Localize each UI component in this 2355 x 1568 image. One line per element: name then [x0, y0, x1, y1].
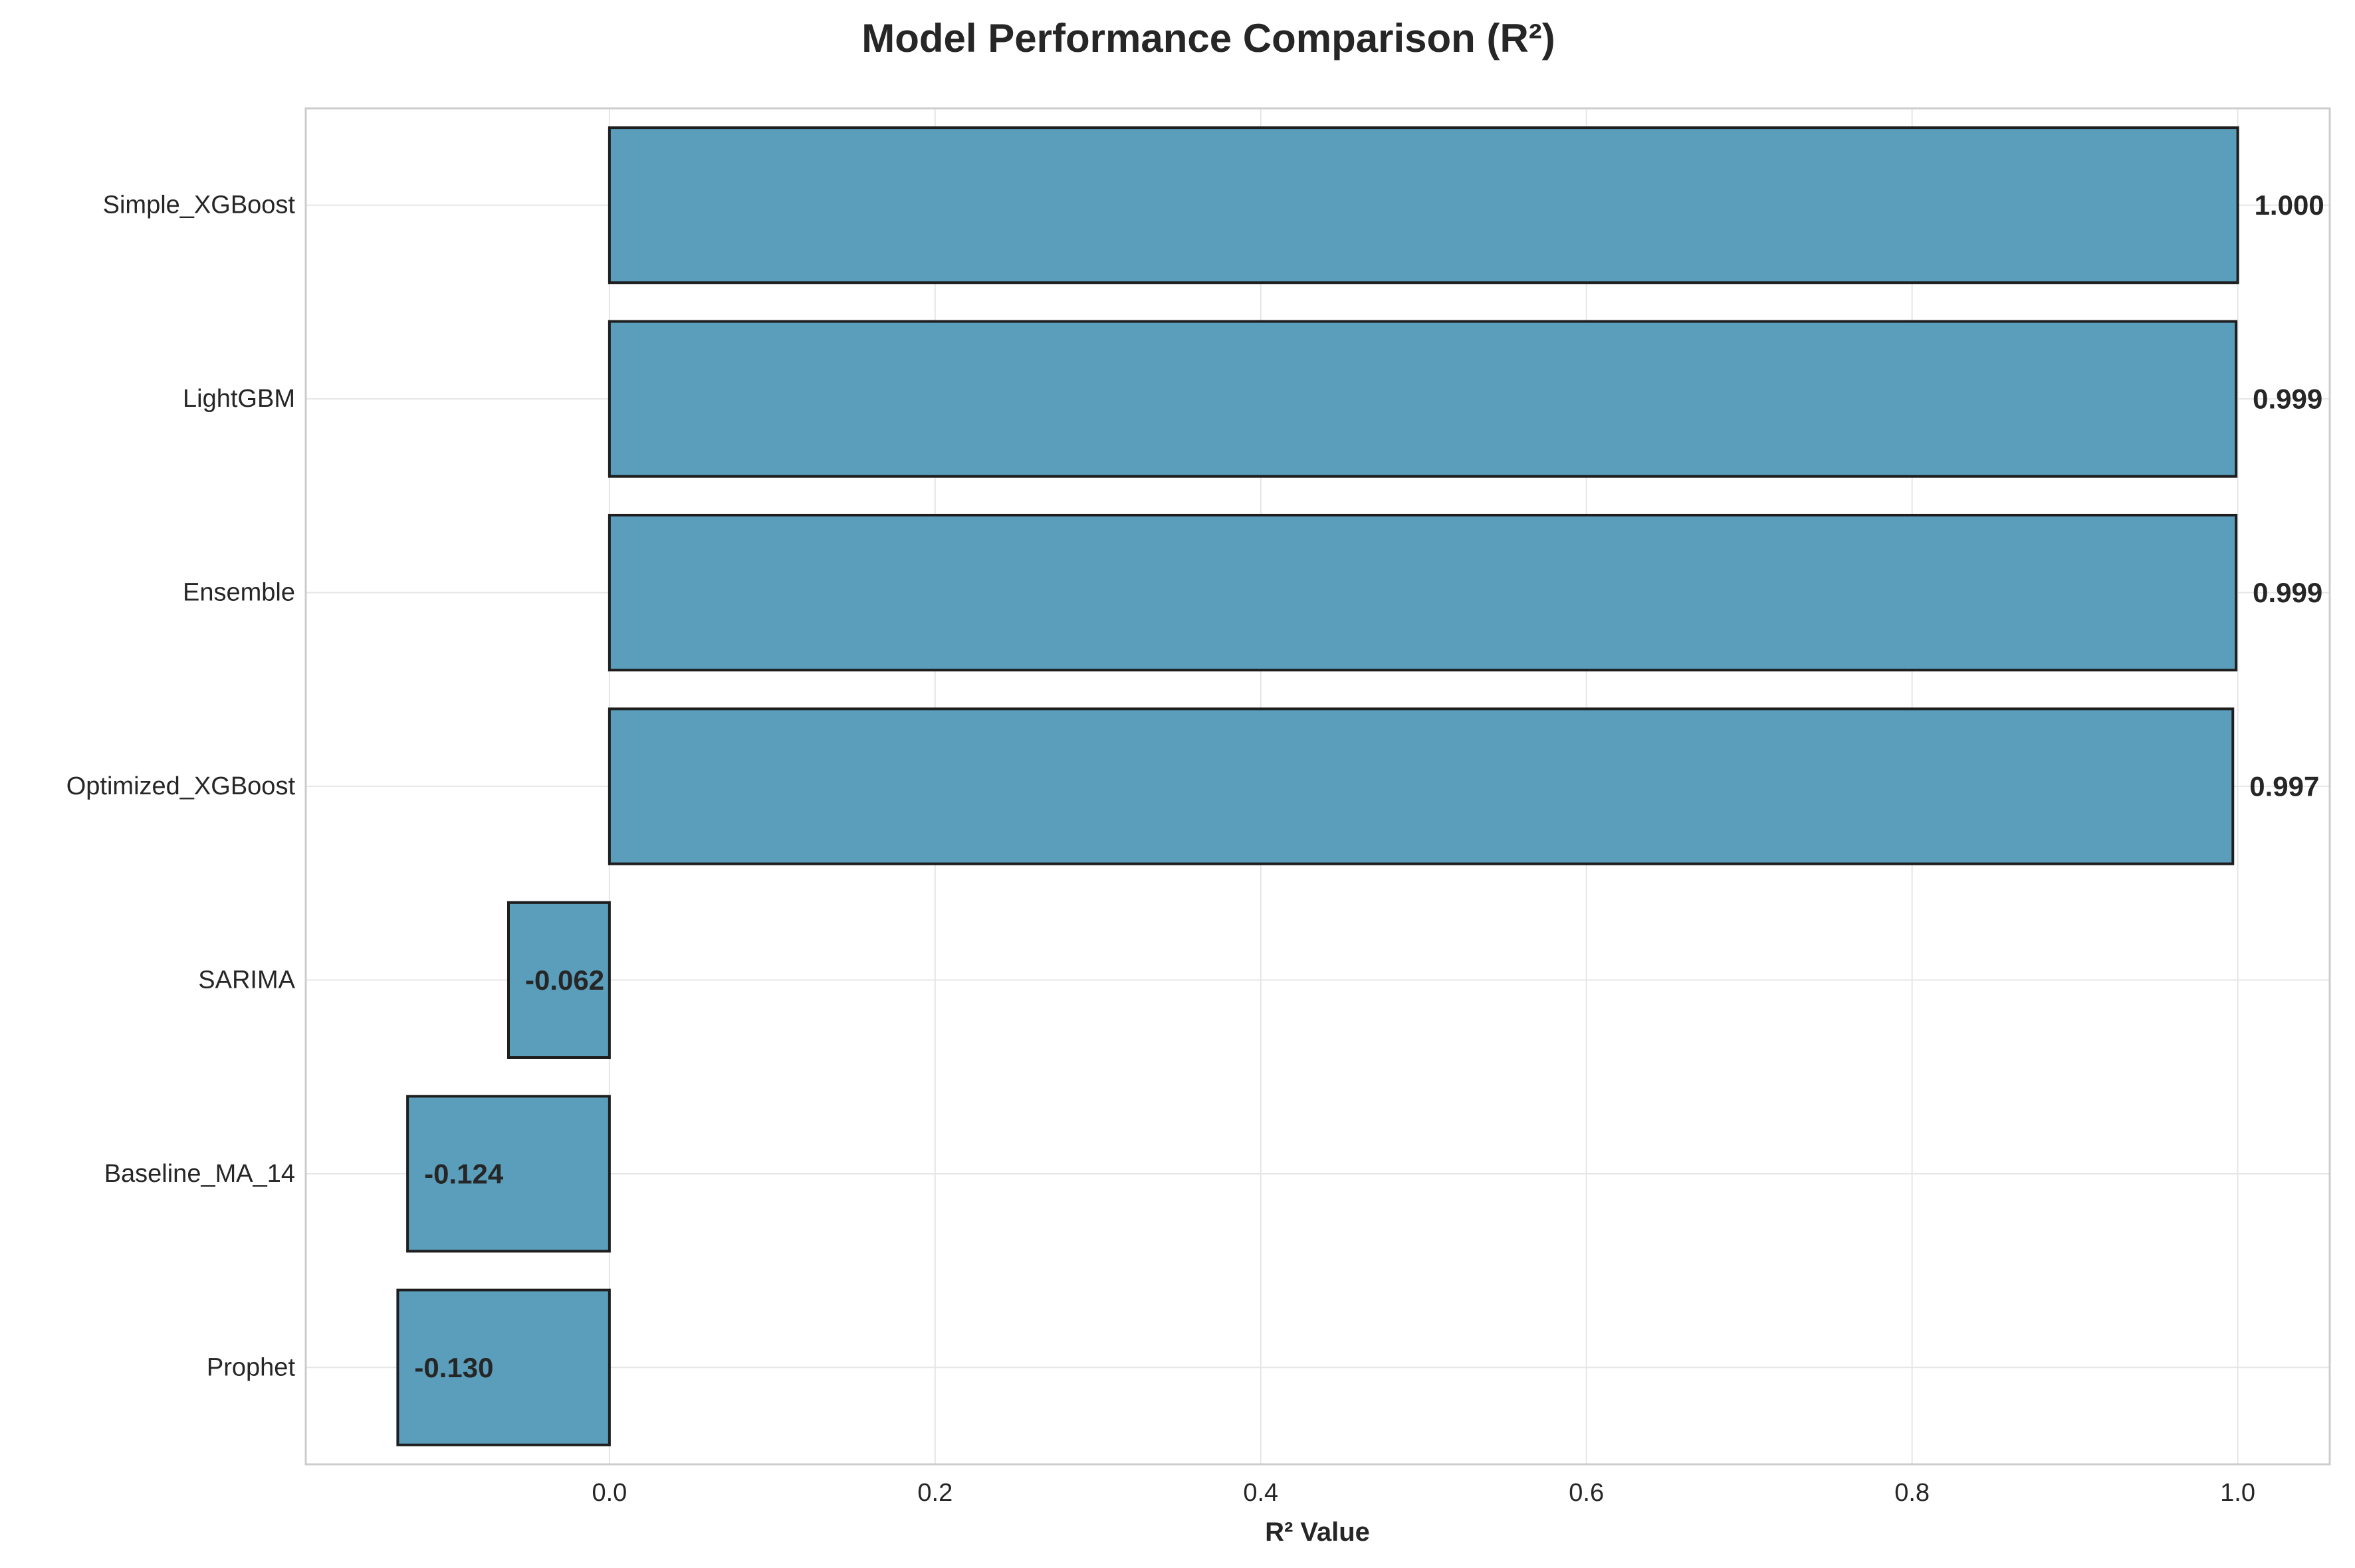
y-tick-labels: Simple_XGBoost LightGBM Ensemble Optimized_…	[66, 191, 296, 1382]
bar	[608, 707, 2235, 865]
y-tick-label: Baseline_MA_14	[104, 1160, 295, 1188]
bar	[406, 1095, 611, 1253]
x-tick-label: 0.6	[1569, 1479, 1604, 1507]
y-tick-label: Ensemble	[183, 579, 295, 607]
bar-value-label: 1.000	[2255, 189, 2324, 221]
value-label-layer: 1.000 0.999 0.999 0.997 -0.062 -0.124 -0.130	[414, 189, 2324, 1383]
bar	[608, 126, 2239, 284]
y-tick-label: Prophet	[207, 1353, 296, 1381]
x-tick-labels: 0.0 0.2 0.4 0.6 0.8 1.0	[592, 1479, 2255, 1507]
bar	[608, 514, 2238, 672]
bar	[396, 1288, 611, 1446]
bar-value-label: -0.124	[424, 1158, 504, 1189]
bar	[506, 901, 611, 1060]
x-tick-label: 1.0	[2220, 1479, 2255, 1507]
chart-title: Model Performance Comparison (R²)	[861, 16, 1555, 60]
bar-value-label: 0.997	[2249, 771, 2319, 802]
plot-frame	[304, 107, 2331, 1466]
y-tick-label: SARIMA	[198, 966, 295, 994]
x-tick-label: 0.4	[1243, 1479, 1278, 1507]
bar-value-label: -0.062	[525, 964, 604, 996]
y-tick-label: Simple_XGBoost	[103, 191, 296, 219]
x-tick-label: 0.2	[917, 1479, 953, 1507]
y-tick-label: Optimized_XGBoost	[66, 772, 296, 800]
x-tick-label: 0.0	[592, 1479, 627, 1507]
bar-value-label: 0.999	[2253, 577, 2322, 608]
bar	[608, 320, 2238, 478]
bar-layer	[396, 126, 2239, 1446]
x-axis-label: R² Value	[1265, 1517, 1370, 1547]
x-tick-label: 0.8	[1894, 1479, 1930, 1507]
bar-value-label: 0.999	[2253, 384, 2322, 415]
bar-value-label: -0.130	[414, 1352, 493, 1383]
y-tick-label: LightGBM	[183, 385, 295, 413]
